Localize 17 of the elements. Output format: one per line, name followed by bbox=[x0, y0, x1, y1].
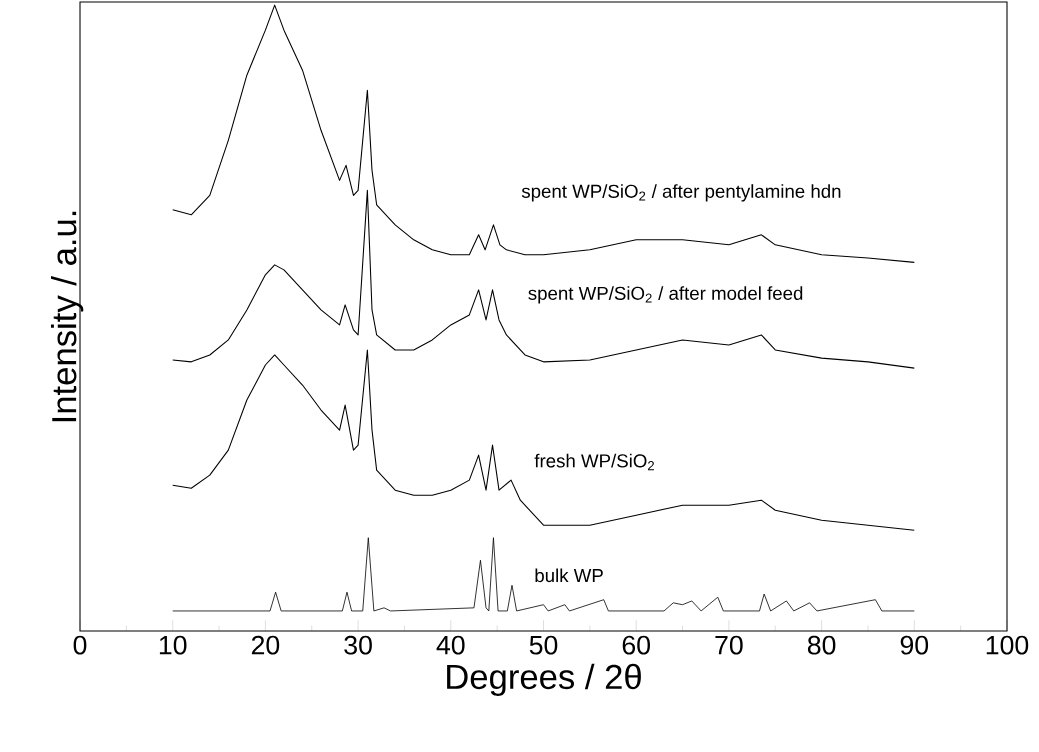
series-label: fresh WP/SiO$_{2}$ bbox=[534, 453, 654, 471]
x-tick-label: 30 bbox=[344, 635, 372, 655]
series-label: bulk WP bbox=[535, 568, 603, 583]
x-tick-label: 60 bbox=[622, 635, 650, 655]
x-axis-title: Degrees / 2θ bbox=[447, 663, 641, 697]
x-tick-label: 70 bbox=[715, 635, 743, 655]
x-tick-label: 0 bbox=[73, 635, 87, 655]
x-tick-label: 50 bbox=[529, 635, 558, 655]
x-tick-label: 90 bbox=[900, 635, 929, 655]
x-tick-label: 10 bbox=[159, 635, 187, 655]
x-tick-label: 20 bbox=[251, 635, 280, 655]
x-tick-label: 40 bbox=[436, 635, 465, 655]
series-label: spent WP/SiO$_{2}$ / after model feed bbox=[528, 286, 803, 304]
y-axis-title: Intensity / a.u. bbox=[50, 211, 84, 422]
x-tick-label: 100 bbox=[986, 635, 1029, 655]
series-label: spent WP/SiO$_{2}$ / after pentylamine hdn bbox=[521, 184, 841, 202]
x-tick-label: 80 bbox=[807, 635, 836, 655]
